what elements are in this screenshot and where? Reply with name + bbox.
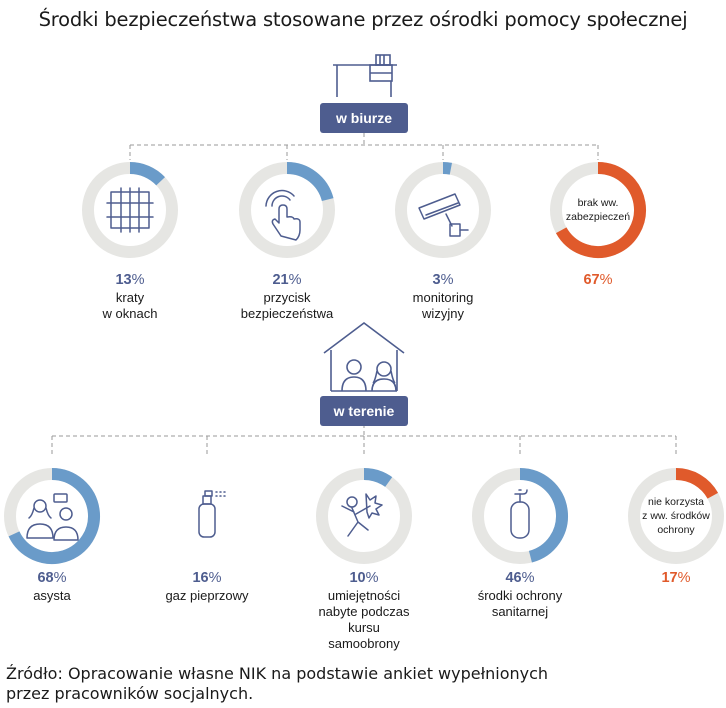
field-ring-value-2 <box>363 468 393 488</box>
office-label-0-0: kraty <box>115 290 145 305</box>
field-inner-text-4-0: nie korzysta <box>647 496 705 508</box>
field-percent-unit-2: % <box>365 570 379 586</box>
desk-icon <box>333 54 397 97</box>
office-ring-value-0 <box>129 162 165 186</box>
field-label-2-3: samoobrony <box>328 636 400 651</box>
field-ring-value-3 <box>519 468 568 563</box>
office-percent-unit-3: % <box>599 272 613 288</box>
field-percent-value-1: 16 <box>192 570 209 586</box>
sanitizer-bottle-icon <box>510 489 530 539</box>
pepper-spray-icon <box>198 490 226 538</box>
page-title: Środki bezpieczeństwa stosowane przez oś… <box>38 8 688 31</box>
field-badge: w terenie <box>320 396 408 426</box>
office-ring-value-2 <box>442 161 452 175</box>
office-label-0-1: w oknach <box>102 306 158 321</box>
self-defense-icon <box>341 493 383 537</box>
field-inner-text-4-1: z ww. środków <box>642 510 710 522</box>
house-with-people-icon <box>323 322 405 392</box>
field-percent-value-3: 46 <box>505 570 522 586</box>
office-percent-value-0: 13 <box>115 272 132 288</box>
office-percent-1: 21% <box>227 272 347 288</box>
donut-rings <box>4 161 724 564</box>
source-line-1: Źródło: Opracowanie własne NIK na podsta… <box>6 664 549 683</box>
field-label-2-1: nabyte podczas <box>318 604 410 619</box>
office-label-1-0: przycisk <box>263 290 311 305</box>
field-percent-unit-0: % <box>53 570 67 586</box>
field-percent-value-4: 17 <box>661 570 678 586</box>
field-label-2-2: kursu <box>348 620 380 635</box>
office-percent-value-2: 3 <box>432 272 441 288</box>
field-percent-unit-1: % <box>208 570 222 586</box>
field-percent-1: 16% <box>147 570 267 586</box>
window-bars-icon <box>106 187 154 233</box>
office-ring-track-2 <box>395 162 491 258</box>
two-people-icon <box>26 493 79 541</box>
field-ring-value-4 <box>675 468 719 499</box>
office-percent-unit-1: % <box>288 272 302 288</box>
field-label-3-0: środki ochrony <box>477 588 563 603</box>
office-inner-text-3-0: brak ww. <box>577 197 619 209</box>
office-inner-text-3-1: zabezpieczeń <box>565 211 631 223</box>
field-label-3-1: sanitarnej <box>491 604 549 619</box>
office-label-2-0: monitoring <box>412 290 474 305</box>
office-percent-0: 13% <box>70 272 190 288</box>
field-label-2-0: umiejętności <box>327 588 401 603</box>
field-percent-3: 46% <box>460 570 580 586</box>
field-percent-value-2: 10 <box>349 570 366 586</box>
push-button-icon <box>265 189 301 241</box>
office-connector <box>129 133 599 160</box>
field-ring-value-0 <box>8 468 100 564</box>
office-ring-value-1 <box>286 162 334 202</box>
field-connector <box>51 424 677 455</box>
field-percent-4: 17% <box>616 570 726 586</box>
office-label-1-1: bezpieczeństwa <box>240 306 334 321</box>
source-line-2: przez pracowników socjalnych. <box>6 684 254 703</box>
field-percent-unit-4: % <box>677 570 691 586</box>
field-percent-unit-3: % <box>521 570 535 586</box>
office-label-2-1: wizyjny <box>422 306 464 321</box>
office-percent-unit-0: % <box>131 272 145 288</box>
field-percent-2: 10% <box>304 570 424 586</box>
source-note: Źródło: Opracowanie własne NIK na podsta… <box>6 664 548 704</box>
field-label-0-0: asysta <box>33 588 71 603</box>
office-percent-value-3: 67 <box>583 272 600 288</box>
office-percent-2: 3% <box>383 272 503 288</box>
field-ring-track-2 <box>316 468 412 564</box>
office-percent-value-1: 21 <box>272 272 289 288</box>
office-percent-unit-2: % <box>440 272 454 288</box>
field-label-1-0: gaz pieprzowy <box>165 588 249 603</box>
item-icons <box>26 187 530 541</box>
office-percent-3: 67% <box>538 272 658 288</box>
office-badge: w biurze <box>320 103 408 133</box>
office-ring-value-3 <box>555 162 646 258</box>
field-percent-value-0: 68 <box>37 570 54 586</box>
field-percent-0: 68% <box>0 570 112 586</box>
cctv-camera-icon <box>418 193 469 237</box>
field-inner-text-4-2: ochrony <box>657 524 695 536</box>
